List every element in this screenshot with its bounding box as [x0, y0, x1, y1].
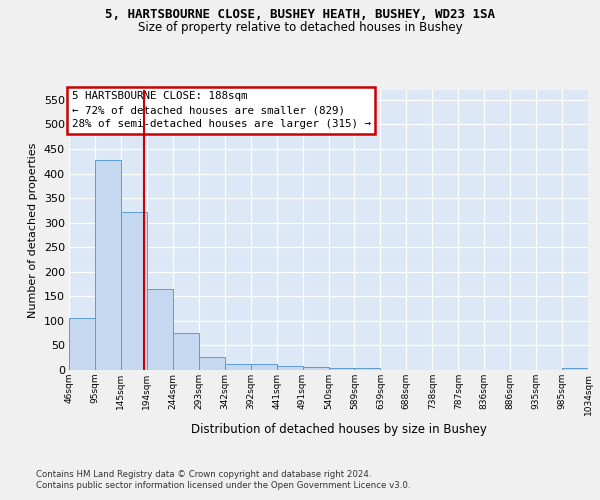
Text: 5 HARTSBOURNE CLOSE: 188sqm
← 72% of detached houses are smaller (829)
28% of se: 5 HARTSBOURNE CLOSE: 188sqm ← 72% of det…	[71, 92, 371, 130]
Y-axis label: Number of detached properties: Number of detached properties	[28, 142, 38, 318]
Bar	[95, 160, 121, 370]
Bar	[355, 368, 380, 370]
Text: Contains public sector information licensed under the Open Government Licence v3: Contains public sector information licen…	[36, 481, 410, 490]
Text: Size of property relative to detached houses in Bushey: Size of property relative to detached ho…	[137, 21, 463, 34]
Bar	[225, 364, 251, 370]
Bar	[69, 318, 95, 370]
Bar	[329, 368, 355, 370]
Bar	[562, 368, 588, 370]
Text: Contains HM Land Registry data © Crown copyright and database right 2024.: Contains HM Land Registry data © Crown c…	[36, 470, 371, 479]
Bar	[277, 366, 302, 370]
Text: 5, HARTSBOURNE CLOSE, BUSHEY HEATH, BUSHEY, WD23 1SA: 5, HARTSBOURNE CLOSE, BUSHEY HEATH, BUSH…	[105, 8, 495, 20]
Text: Distribution of detached houses by size in Bushey: Distribution of detached houses by size …	[191, 422, 487, 436]
Bar	[251, 364, 277, 370]
Bar	[199, 357, 224, 370]
Bar	[302, 367, 329, 370]
Bar	[121, 212, 147, 370]
Bar	[173, 332, 199, 370]
Bar	[147, 289, 173, 370]
